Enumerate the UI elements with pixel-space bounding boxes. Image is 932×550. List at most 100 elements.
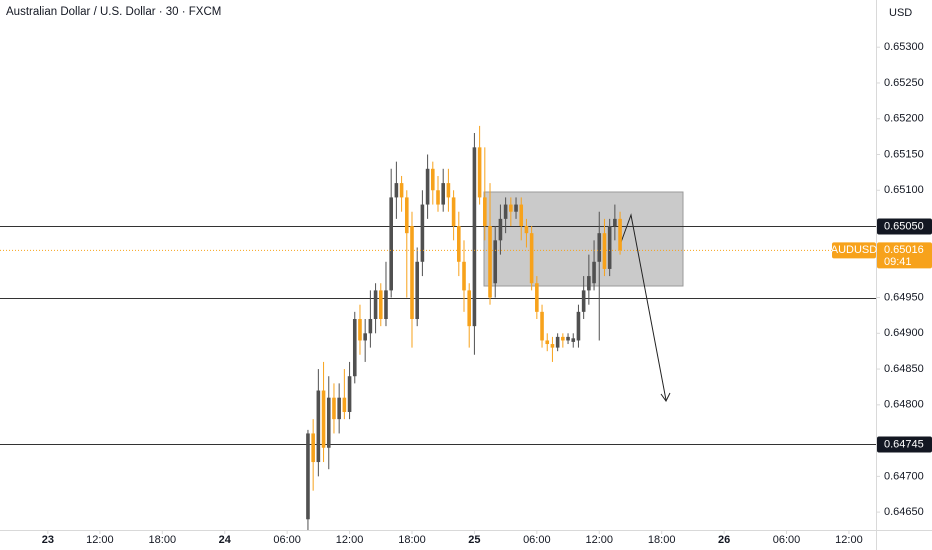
- x-tick-label: 06:00: [523, 534, 551, 546]
- candle-body: [332, 397, 336, 420]
- x-tick-label: 18:00: [648, 534, 676, 546]
- price-label: 0.65050: [884, 220, 924, 232]
- candle-body: [561, 336, 565, 341]
- x-tick-label: 26: [718, 534, 730, 546]
- price-label-box: [877, 436, 932, 453]
- candle-body: [524, 226, 529, 234]
- candle-body: [321, 390, 326, 448]
- price-label: 0.64745: [884, 438, 924, 450]
- candle-body: [342, 397, 347, 412]
- y-tick-label: 0.65200: [884, 113, 924, 125]
- candle-body: [581, 290, 586, 312]
- candle-body: [488, 226, 492, 298]
- x-tick-label: 25: [468, 534, 480, 546]
- candle-body: [597, 233, 602, 262]
- candle-body: [592, 261, 596, 284]
- plot-area: [0, 125, 876, 530]
- candle-body: [430, 168, 435, 191]
- candle-body: [587, 276, 591, 291]
- candle-body: [566, 336, 570, 341]
- currency-box[interactable]: [880, 2, 916, 24]
- x-tick-label: 23: [42, 534, 54, 546]
- candle-body: [503, 204, 508, 219]
- candle-body: [394, 183, 399, 198]
- candle-body: [446, 183, 451, 198]
- candle-body: [607, 226, 612, 269]
- y-tick-label: 0.64900: [884, 327, 924, 339]
- candle-body: [368, 319, 373, 334]
- candle-body: [540, 311, 544, 341]
- last-price-label: 0.65016: [884, 244, 924, 256]
- y-tick-label: 0.64950: [884, 291, 924, 303]
- candle-body: [602, 233, 607, 269]
- candle-body: [509, 204, 513, 212]
- y-tick-label: 0.65150: [884, 148, 924, 160]
- candle-body: [378, 290, 383, 320]
- y-tick-label: 0.64700: [884, 470, 924, 482]
- candle-body: [613, 218, 617, 227]
- x-tick-label: 12:00: [86, 534, 114, 546]
- candle-body: [550, 344, 555, 348]
- candle-body: [441, 183, 446, 205]
- candle-body: [358, 319, 362, 341]
- candle-body: [410, 226, 414, 320]
- candle-body: [316, 390, 321, 463]
- candle-body: [326, 397, 331, 448]
- projection-arrow: [619, 213, 667, 401]
- candle-body: [477, 147, 482, 198]
- candle-body: [576, 311, 581, 341]
- y-tick-label: 0.64650: [884, 506, 924, 518]
- candle-body: [451, 197, 456, 227]
- candle-body: [483, 197, 487, 227]
- symbol-label: AUDUSD: [831, 244, 878, 256]
- candle-body: [420, 204, 425, 262]
- candle-body: [472, 147, 477, 327]
- candle-body: [399, 183, 404, 198]
- candle-body: [404, 197, 409, 234]
- y-tick-label: 0.65300: [884, 41, 924, 53]
- candle-body: [462, 261, 466, 291]
- candle-body: [618, 218, 622, 251]
- candle-body: [457, 226, 461, 262]
- x-tick-label: 12:00: [585, 534, 613, 546]
- candle-body: [306, 433, 310, 520]
- candle-body: [352, 319, 357, 377]
- x-tick-label: 18:00: [149, 534, 177, 546]
- arrow-head: [660, 392, 671, 402]
- candle-body: [467, 290, 472, 327]
- currency[interactable]: USD: [889, 7, 912, 19]
- candle-body: [347, 376, 352, 412]
- candle-body: [555, 336, 560, 348]
- candle-body: [519, 204, 524, 227]
- price-label-box: [877, 218, 932, 235]
- y-tick-label: 0.64800: [884, 399, 924, 411]
- candle-body: [493, 240, 498, 284]
- candle-body: [436, 190, 440, 205]
- candle-body: [529, 233, 534, 284]
- x-tick-label: 12:00: [336, 534, 364, 546]
- candle-body: [337, 397, 341, 420]
- candle-body: [545, 340, 550, 345]
- range-box: [483, 191, 684, 287]
- y-tick-label: 0.64850: [884, 363, 924, 375]
- candle-body: [363, 333, 367, 341]
- x-tick-label: 18:00: [398, 534, 426, 546]
- candle-body: [311, 433, 315, 463]
- candle-body: [514, 204, 518, 212]
- last-price-box: [877, 242, 932, 269]
- candle-body: [415, 261, 419, 320]
- candle-body: [373, 290, 378, 320]
- x-tick-label: 12:00: [835, 534, 863, 546]
- countdown-label: 09:41: [884, 256, 912, 268]
- candle-body: [535, 283, 539, 312]
- candle-body: [384, 290, 388, 320]
- candle-body: [498, 218, 503, 241]
- x-tick-label: 06:00: [773, 534, 801, 546]
- y-tick-label: 0.65100: [884, 184, 924, 196]
- x-tick-label: 06:00: [273, 534, 301, 546]
- y-tick-label: 0.65250: [884, 77, 924, 89]
- chart-title: Australian Dollar / U.S. Dollar · 30 · F…: [6, 6, 221, 18]
- candle-body: [425, 168, 430, 205]
